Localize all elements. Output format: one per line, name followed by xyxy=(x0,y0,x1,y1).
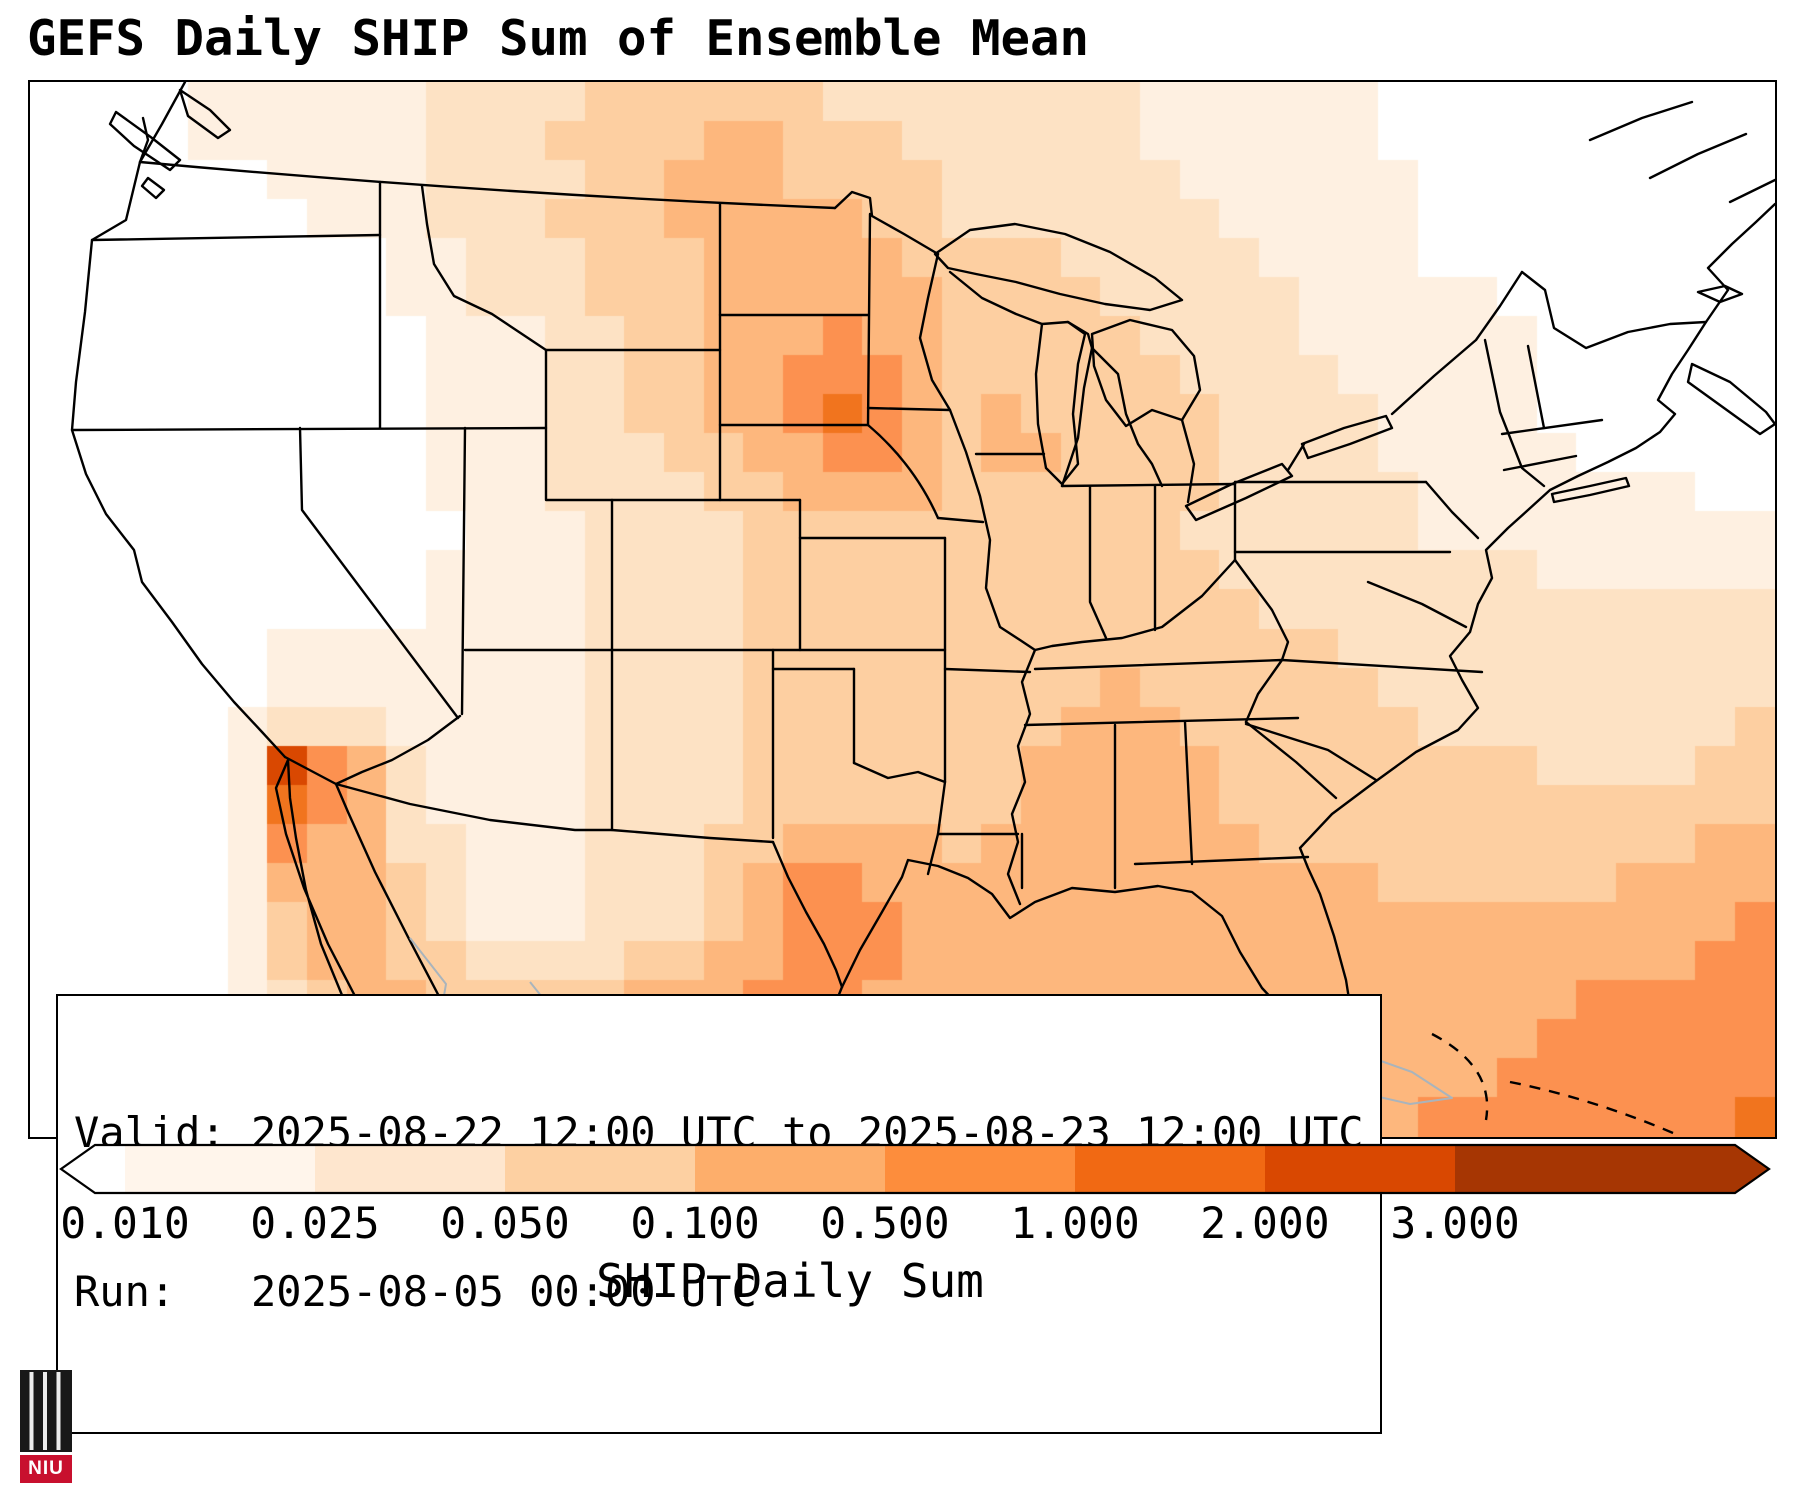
map-panel: Valid: 2025-08-22 12:00 UTC to 2025-08-2… xyxy=(28,80,1777,1434)
niu-logo-text: NIU xyxy=(20,1455,72,1483)
run-time-text: Run: 2025-08-05 00:00 UTC xyxy=(74,1267,757,1316)
colorbar-bar xyxy=(59,1143,1771,1195)
colorbar xyxy=(59,1143,1771,1195)
heatmap-layer xyxy=(30,82,1775,1137)
colorbar-tick-label: 0.025 xyxy=(250,1199,380,1249)
dashed-coastlines xyxy=(1431,1032,1681,1137)
niu-castle-icon xyxy=(20,1370,72,1452)
colorbar-label: SHIP Daily Sum xyxy=(596,1254,984,1308)
us-boundaries xyxy=(70,82,1775,1137)
colorbar-tick-label: 2.000 xyxy=(1200,1199,1330,1249)
colorbar-tick-label: 0.050 xyxy=(440,1199,570,1249)
colorbar-tick-label: 0.100 xyxy=(630,1199,760,1249)
boundaries-layer xyxy=(70,82,1775,1137)
valid-range-text: Valid: 2025-08-22 12:00 UTC to 2025-08-2… xyxy=(74,1108,1364,1157)
colorbar-ticks: 0.010 0.025 0.050 0.100 0.500 1.000 2.000 3.000 xyxy=(0,1199,1803,1251)
validity-info-box: Valid: 2025-08-22 12:00 UTC to 2025-08-2… xyxy=(56,994,1382,1434)
niu-logo: NIU xyxy=(20,1370,72,1488)
colorbar-tick-label: 3.000 xyxy=(1390,1199,1520,1249)
colorbar-tick-label: 1.000 xyxy=(1010,1199,1140,1249)
colorbar-tick-label: 0.500 xyxy=(820,1199,950,1249)
colorbar-tick-label: 0.010 xyxy=(60,1199,190,1249)
figure-title: GEFS Daily SHIP Sum of Ensemble Mean xyxy=(27,10,1090,67)
